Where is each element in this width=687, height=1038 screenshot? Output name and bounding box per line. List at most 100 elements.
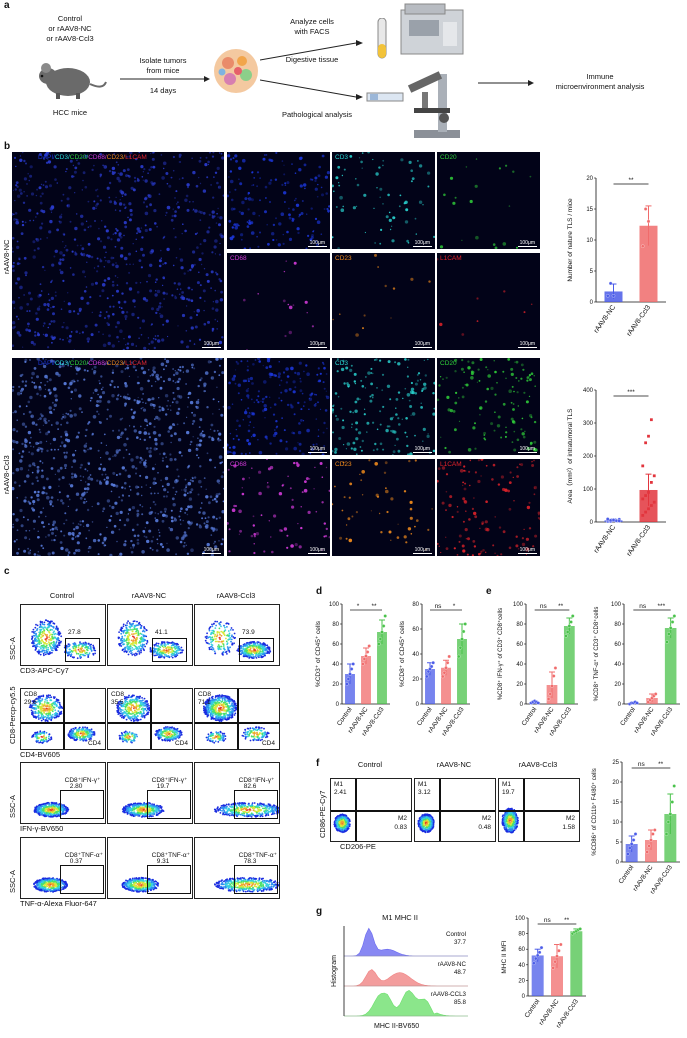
chart-cd3: %CD3⁺ of CD45⁺ cells020406080100Controlr…: [315, 602, 390, 738]
data-point: [665, 640, 669, 644]
flow-plot: CD8⁺IFN-γ⁺ 19.7: [107, 762, 193, 824]
chart-tnfa: %CD8⁺ TNF-α⁺ of CD3⁺ CD8⁺cells 0 20 40 60 80 1…: [593, 602, 680, 738]
data-point: [546, 697, 551, 701]
data-point: [644, 441, 648, 445]
quad-h: [195, 722, 279, 724]
flow-x-label: CD206-PE: [340, 842, 376, 851]
bar: [570, 931, 583, 996]
data-point: [457, 654, 461, 659]
y-axis-label: MHC II MFI: [501, 940, 508, 973]
gate-label: CD8⁺IFN-γ⁺: [64, 777, 101, 785]
data-point: [617, 519, 622, 523]
data-point: [537, 950, 542, 955]
data-point: [349, 667, 354, 671]
channel-label: L1CAM: [440, 255, 462, 262]
sig-label: **: [371, 603, 377, 610]
bar: [645, 840, 657, 862]
data-point: [346, 677, 351, 681]
data-point: [345, 682, 349, 686]
y-tick-label: 60: [412, 627, 419, 633]
bar: [639, 225, 658, 302]
sig-label: ***: [658, 603, 666, 610]
channel-image-1-0: 100μm: [227, 358, 330, 455]
flow-plot: M1 2.41 M2 0.83: [330, 778, 412, 842]
scale-bar: 100μm: [201, 341, 221, 348]
merge-legend-part: L1CAM: [125, 154, 147, 161]
channel-image-1-4: CD23 100μm: [332, 459, 435, 556]
arrow-icon: [120, 76, 210, 82]
channel-label: CD20: [440, 154, 457, 161]
y-tick-label: 100: [329, 602, 340, 608]
data-point: [532, 961, 536, 965]
quadrant-label: CD4: [261, 740, 275, 747]
micrograph-texture: [12, 152, 224, 350]
chart-mhcii-mfi: MHC II MFI020406080100ControlrAAV8-NCrAA…: [501, 916, 586, 1030]
bar: [563, 626, 575, 704]
channel-image-0-0: 100μm: [227, 152, 330, 249]
category-label: rAAV8-NC: [593, 524, 617, 554]
chart-tls-area: Area（mm²）of intratumoral TLS 0 100 200 300 40…: [566, 388, 666, 558]
y-tick-label: 0: [618, 702, 622, 708]
m2-value: 0.83: [394, 823, 407, 831]
merge-legend: DAPI/CD3/CD20/CD68/CD23/L1CAM: [38, 360, 147, 554]
trace-name: Control: [446, 931, 466, 938]
y-axis-label: %CD8⁺ IFN-γ⁺ of CD3⁺ CD8⁺cells: [497, 608, 504, 700]
trace-value: 85.8: [454, 999, 467, 1006]
m1-label: M1: [334, 781, 344, 788]
data-point: [633, 832, 638, 836]
scale-bar: 100μm: [307, 240, 327, 247]
y-tick-label: 0: [616, 860, 620, 866]
data-point: [653, 692, 658, 696]
merge-legend-part: CD68/: [88, 154, 107, 161]
quadrant-label: CD4: [174, 740, 188, 747]
flow-plot: 41.1: [107, 604, 193, 666]
slide-icon: [366, 92, 404, 102]
sig-label: **: [564, 917, 570, 924]
flow-plot: CD8 71.1 CD4: [194, 688, 280, 750]
data-point: [649, 418, 653, 422]
merge-image-1: DAPI/CD3/CD20/CD68/CD23/L1CAM 100μm: [12, 358, 224, 556]
column-header: rAAV8-Ccl3: [518, 760, 558, 769]
data-point: [664, 832, 669, 836]
gate-value: 19.7: [156, 782, 170, 790]
y-tick-label: 60: [332, 642, 339, 648]
digest-text: Digestive tissue: [285, 55, 339, 64]
trace-name: rAAV8-CCL3: [431, 991, 467, 998]
sig-label: ns: [435, 603, 443, 610]
data-point: [559, 942, 563, 947]
gate-box: [146, 790, 191, 819]
micrograph-texture: [227, 459, 330, 555]
gate-value: 41.1: [155, 629, 168, 636]
column-header: Control: [49, 591, 75, 600]
y-tick-label: 20: [614, 682, 621, 688]
data-point: [649, 504, 653, 507]
gate-label: CD8⁺TNF-α⁺: [238, 852, 278, 860]
data-point: [641, 464, 645, 468]
tube-icon: [377, 18, 387, 59]
data-point: [461, 629, 466, 634]
data-point: [557, 949, 561, 953]
gate-value: 27.8: [68, 629, 81, 636]
channel-image-1-3: CD68 100μm: [227, 459, 330, 556]
y-axis-label: %CD8⁺ TNF-α⁺ of CD3⁺ CD8⁺cells: [593, 607, 600, 702]
analyze-text: Analyze cells with FACS: [290, 17, 334, 36]
data-point: [578, 927, 582, 931]
channel-image-0-1: CD3 100μm: [332, 152, 435, 249]
data-point: [447, 654, 451, 659]
m1-value: 19.7: [502, 789, 515, 796]
channel-image-1-1: CD3 100μm: [332, 358, 435, 455]
y-tick-label: 5: [590, 269, 594, 275]
channel-label: CD3: [335, 360, 349, 367]
scale-bar: 100μm: [307, 547, 327, 554]
patho-text: Pathological analysis: [281, 110, 353, 119]
y-tick-label: 60: [516, 642, 523, 648]
flow-density: [33, 877, 68, 893]
merge-legend-part: L1CAM: [125, 360, 147, 367]
category-label: Control: [618, 864, 636, 886]
data-point: [649, 838, 653, 842]
data-point: [652, 474, 656, 478]
y-tick-label: 15: [612, 800, 619, 806]
quad-h: [499, 810, 579, 812]
merge-legend-part: CD20/: [69, 360, 89, 367]
